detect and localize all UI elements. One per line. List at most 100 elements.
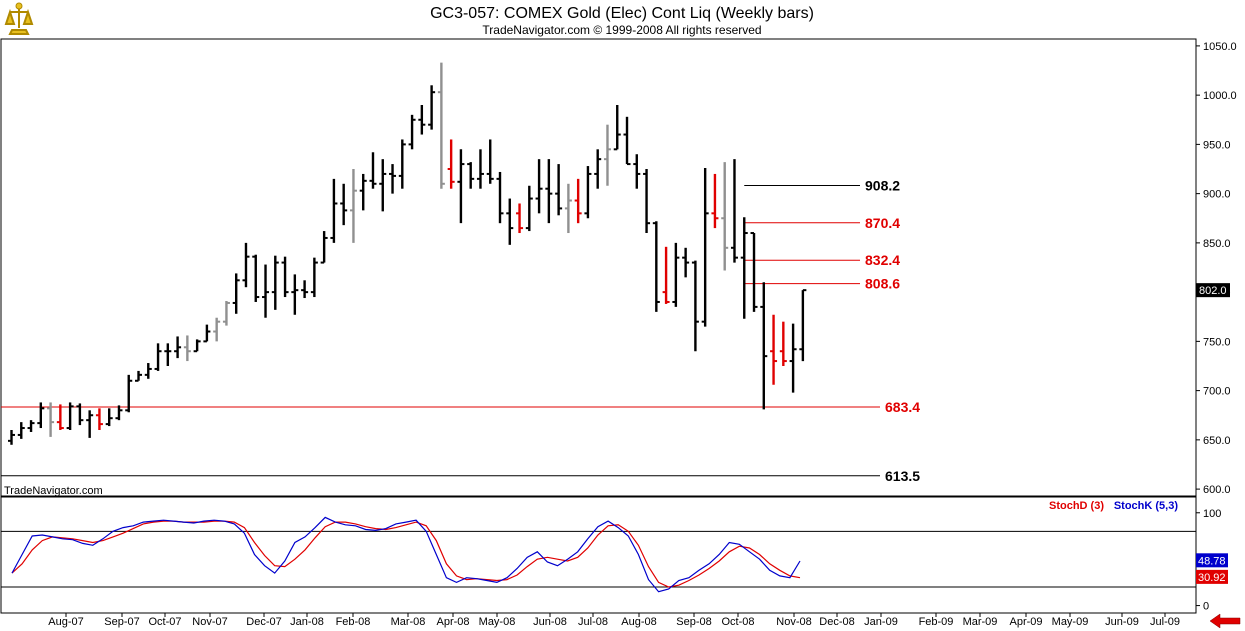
ohlc-bar xyxy=(183,335,191,362)
time-tick-label: Aug-07 xyxy=(48,616,83,628)
ohlc-bar xyxy=(564,183,572,234)
price-axis: 600.0650.0700.0750.0800.0850.0900.0950.0… xyxy=(1196,41,1237,496)
time-tick-label: Mar-09 xyxy=(963,616,998,628)
ohlc-bar xyxy=(506,198,514,245)
time-tick-label: Jun-09 xyxy=(1105,616,1139,628)
ohlc-bar xyxy=(262,264,270,318)
legend-stochk: StochK (5,3) xyxy=(1114,500,1179,512)
ohlc-bar xyxy=(86,410,94,438)
ohlc-bar xyxy=(76,403,84,426)
level-label: 613.5 xyxy=(885,468,920,484)
ohlc-bar xyxy=(17,422,25,439)
ohlc-bar xyxy=(467,162,475,189)
ohlc-bar xyxy=(613,104,621,151)
ohlc-bar xyxy=(476,149,484,189)
chart-title: GC3-057: COMEX Gold (Elec) Cont Liq (Wee… xyxy=(430,5,814,22)
ohlc-bar xyxy=(711,173,719,229)
time-tick-label: Jul-09 xyxy=(1150,616,1180,628)
time-tick-label: Sep-08 xyxy=(676,616,711,628)
ohlc-bar xyxy=(95,408,103,431)
stoch-series-line xyxy=(11,520,801,588)
time-tick-label: Aug-08 xyxy=(621,616,656,628)
ohlc-bar xyxy=(310,257,318,298)
ohlc-bar xyxy=(594,149,602,189)
ohlc-bar xyxy=(516,203,524,234)
time-tick-label: Jul-08 xyxy=(578,616,608,628)
ohlc-bar xyxy=(525,185,533,232)
ohlc-bar xyxy=(730,159,738,263)
ohlc-bar xyxy=(105,408,113,427)
ohlc-bar xyxy=(379,159,387,212)
price-tick-label: 600.0 xyxy=(1203,484,1231,496)
ohlc-bar xyxy=(545,159,553,224)
ohlc-bar xyxy=(574,178,582,224)
price-tick-label: 900.0 xyxy=(1203,189,1231,201)
time-tick-label: Oct-07 xyxy=(148,616,181,628)
watermark: TradeNavigator.com xyxy=(4,485,103,497)
price-tick-label: 650.0 xyxy=(1203,435,1231,447)
ohlc-bar xyxy=(27,420,35,432)
stoch-last-box xyxy=(1196,569,1228,584)
ohlc-bar xyxy=(144,363,152,379)
stochastic-legend: StochD (3) StochK (5,3) xyxy=(1049,500,1178,512)
ohlc-bar xyxy=(535,159,543,214)
ohlc-bar xyxy=(203,324,211,343)
time-tick-label: May-08 xyxy=(479,616,516,628)
ohlc-bar xyxy=(252,254,260,302)
price-tick-label: 750.0 xyxy=(1203,336,1231,348)
ohlc-bar xyxy=(56,404,64,431)
level-label: 808.6 xyxy=(865,276,900,292)
ohlc-bar xyxy=(555,164,563,216)
ohlc-bar xyxy=(643,169,651,234)
ohlc-bar xyxy=(135,370,143,382)
ohlc-bar xyxy=(740,217,748,319)
ohlc-bar xyxy=(301,280,309,299)
ohlc-bar xyxy=(164,343,172,366)
level-label: 908.2 xyxy=(865,178,900,194)
ohlc-bar xyxy=(672,242,680,307)
ohlc-bar xyxy=(291,274,299,315)
price-tick-label: 950.0 xyxy=(1203,139,1231,151)
last-price-marker: 802.0 xyxy=(1196,283,1230,298)
time-tick-label: Apr-08 xyxy=(436,616,469,628)
scroll-arrow-icon[interactable] xyxy=(1209,613,1241,629)
level-label: 870.4 xyxy=(865,215,900,231)
time-tick-label: Nov-07 xyxy=(192,616,227,628)
stochastic-lines xyxy=(11,516,801,593)
time-tick-label: Dec-08 xyxy=(819,616,854,628)
ohlc-bar xyxy=(789,323,797,393)
ohlc-bar xyxy=(8,430,15,445)
ohlc-bar xyxy=(398,139,406,189)
ohlc-bar xyxy=(760,282,768,410)
ohlc-bar xyxy=(584,166,592,219)
chart-subtitle: TradeNavigator.com © 1999-2008 All right… xyxy=(482,23,761,37)
time-tick-label: Mar-08 xyxy=(391,616,426,628)
stoch-series-line xyxy=(11,516,801,593)
ohlc-bar xyxy=(437,62,445,189)
price-panel xyxy=(0,38,1197,497)
ohlc-bar xyxy=(691,260,699,352)
ohlc-bar xyxy=(222,300,230,326)
stochastic-panel xyxy=(0,496,1197,614)
header-logo-icon xyxy=(3,2,35,36)
ohlc-bar xyxy=(662,246,670,304)
time-tick-label: Feb-09 xyxy=(919,616,954,628)
time-axis: Aug-07 Sep-07 Oct-07 Nov-07 Dec-07 Jan-08 Feb-… xyxy=(48,613,1180,628)
last-price-box xyxy=(1196,283,1230,298)
ohlc-bar xyxy=(750,232,758,312)
ohlc-bar xyxy=(281,256,289,298)
ohlc-bar xyxy=(652,221,660,312)
legend-stochd: StochD (3) xyxy=(1049,500,1104,512)
time-tick-label: Jan-09 xyxy=(864,616,898,628)
ohlc-bar xyxy=(320,231,328,264)
ohlc-bar xyxy=(418,104,426,135)
ohlc-bar xyxy=(701,168,709,327)
ohlc-bar xyxy=(359,173,367,211)
stoch-last-label: 30.92 xyxy=(1198,572,1226,584)
ohlc-bar xyxy=(232,273,240,314)
ohlc-bar xyxy=(457,149,465,224)
price-tick-label: 1000.0 xyxy=(1203,90,1237,102)
price-tick-label: 700.0 xyxy=(1203,386,1231,398)
ohlc-bar xyxy=(408,114,416,150)
